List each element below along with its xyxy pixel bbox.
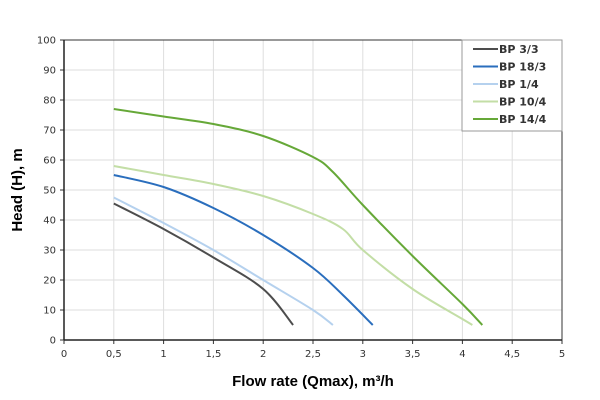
legend-label-bp-14-4: BP 14/4 xyxy=(499,113,547,126)
x-tick-label: 0,5 xyxy=(106,349,122,360)
x-axis-label: Flow rate (Qmax), m³/h xyxy=(232,373,394,390)
series-line-bp-14-4 xyxy=(113,108,484,326)
series-line-bp-1-4 xyxy=(113,196,334,326)
legend-label-bp-3-3: BP 3/3 xyxy=(499,43,539,56)
x-tick-label: 4 xyxy=(459,349,465,360)
y-tick-label: 60 xyxy=(43,156,56,167)
x-tick-label: 2,5 xyxy=(305,349,321,360)
y-tick-label: 0 xyxy=(50,336,56,347)
legend-label-bp-10-4: BP 10/4 xyxy=(499,96,547,109)
y-tick-label: 10 xyxy=(43,306,56,317)
y-tick-label: 40 xyxy=(43,216,56,227)
x-tick-label: 3 xyxy=(360,349,366,360)
y-tick-label: 50 xyxy=(43,186,56,197)
x-tick-label: 5 xyxy=(559,349,565,360)
x-tick-label: 3,5 xyxy=(405,349,421,360)
x-tick-label: 4,5 xyxy=(504,349,520,360)
series-lines xyxy=(113,108,484,326)
legend-label-bp-18-3: BP 18/3 xyxy=(499,61,546,74)
series-line-bp-3-3 xyxy=(113,202,294,326)
y-tick-label: 100 xyxy=(37,36,56,47)
y-tick-label: 90 xyxy=(43,66,56,77)
legend-label-bp-1-4: BP 1/4 xyxy=(499,78,539,91)
legend: BP 3/3 BP 18/3 BP 1/4 BP 10/4 BP 14/4 xyxy=(461,39,563,132)
y-tick-label: 70 xyxy=(43,126,56,137)
y-tick-label: 30 xyxy=(43,246,56,257)
x-tick-label: 2 xyxy=(260,349,266,360)
x-tick-label: 1 xyxy=(160,349,166,360)
series-line-bp-18-3 xyxy=(113,174,374,326)
x-tick-label: 1,5 xyxy=(205,349,221,360)
y-axis-label: Head (H), m xyxy=(9,148,26,231)
series-line-bp-10-4 xyxy=(113,165,473,326)
y-tick-label: 20 xyxy=(43,276,56,287)
x-tick-label: 0 xyxy=(61,349,67,360)
legend-box xyxy=(461,39,563,132)
y-tick-label: 80 xyxy=(43,96,56,107)
